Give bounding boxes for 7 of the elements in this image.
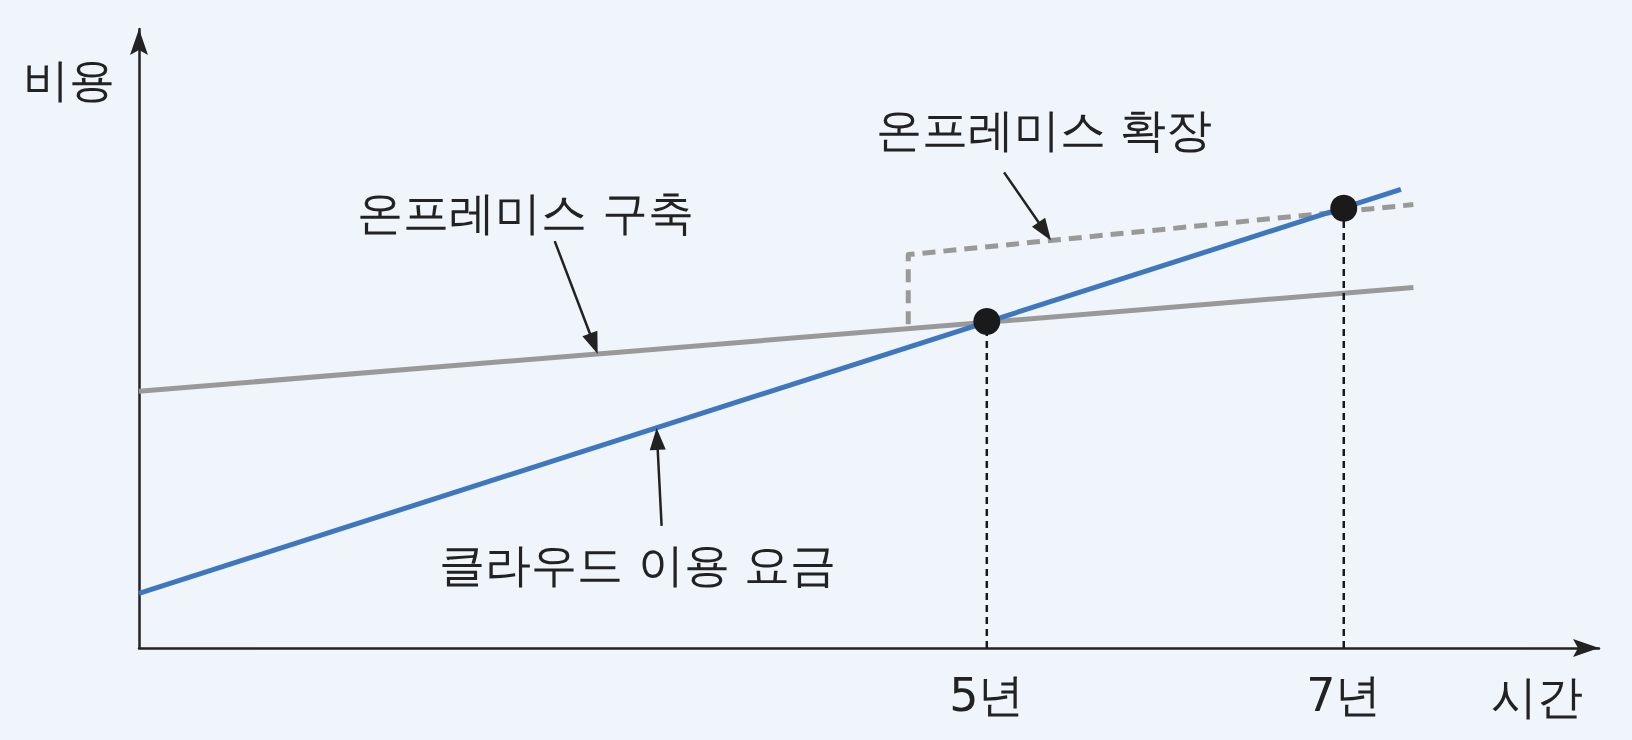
x-axis-title: 시간 [1491,670,1583,724]
x-tick-label: 5년 [949,668,1025,722]
annotation: 온프레미스 확장 [875,103,1213,158]
annotation: 온프레미스 구축 [357,186,695,241]
annotation: 클라우드 이용 요금 [438,537,837,592]
x-tick-label: 7년 [1306,668,1382,722]
y-axis-title: 비용 [23,53,115,107]
